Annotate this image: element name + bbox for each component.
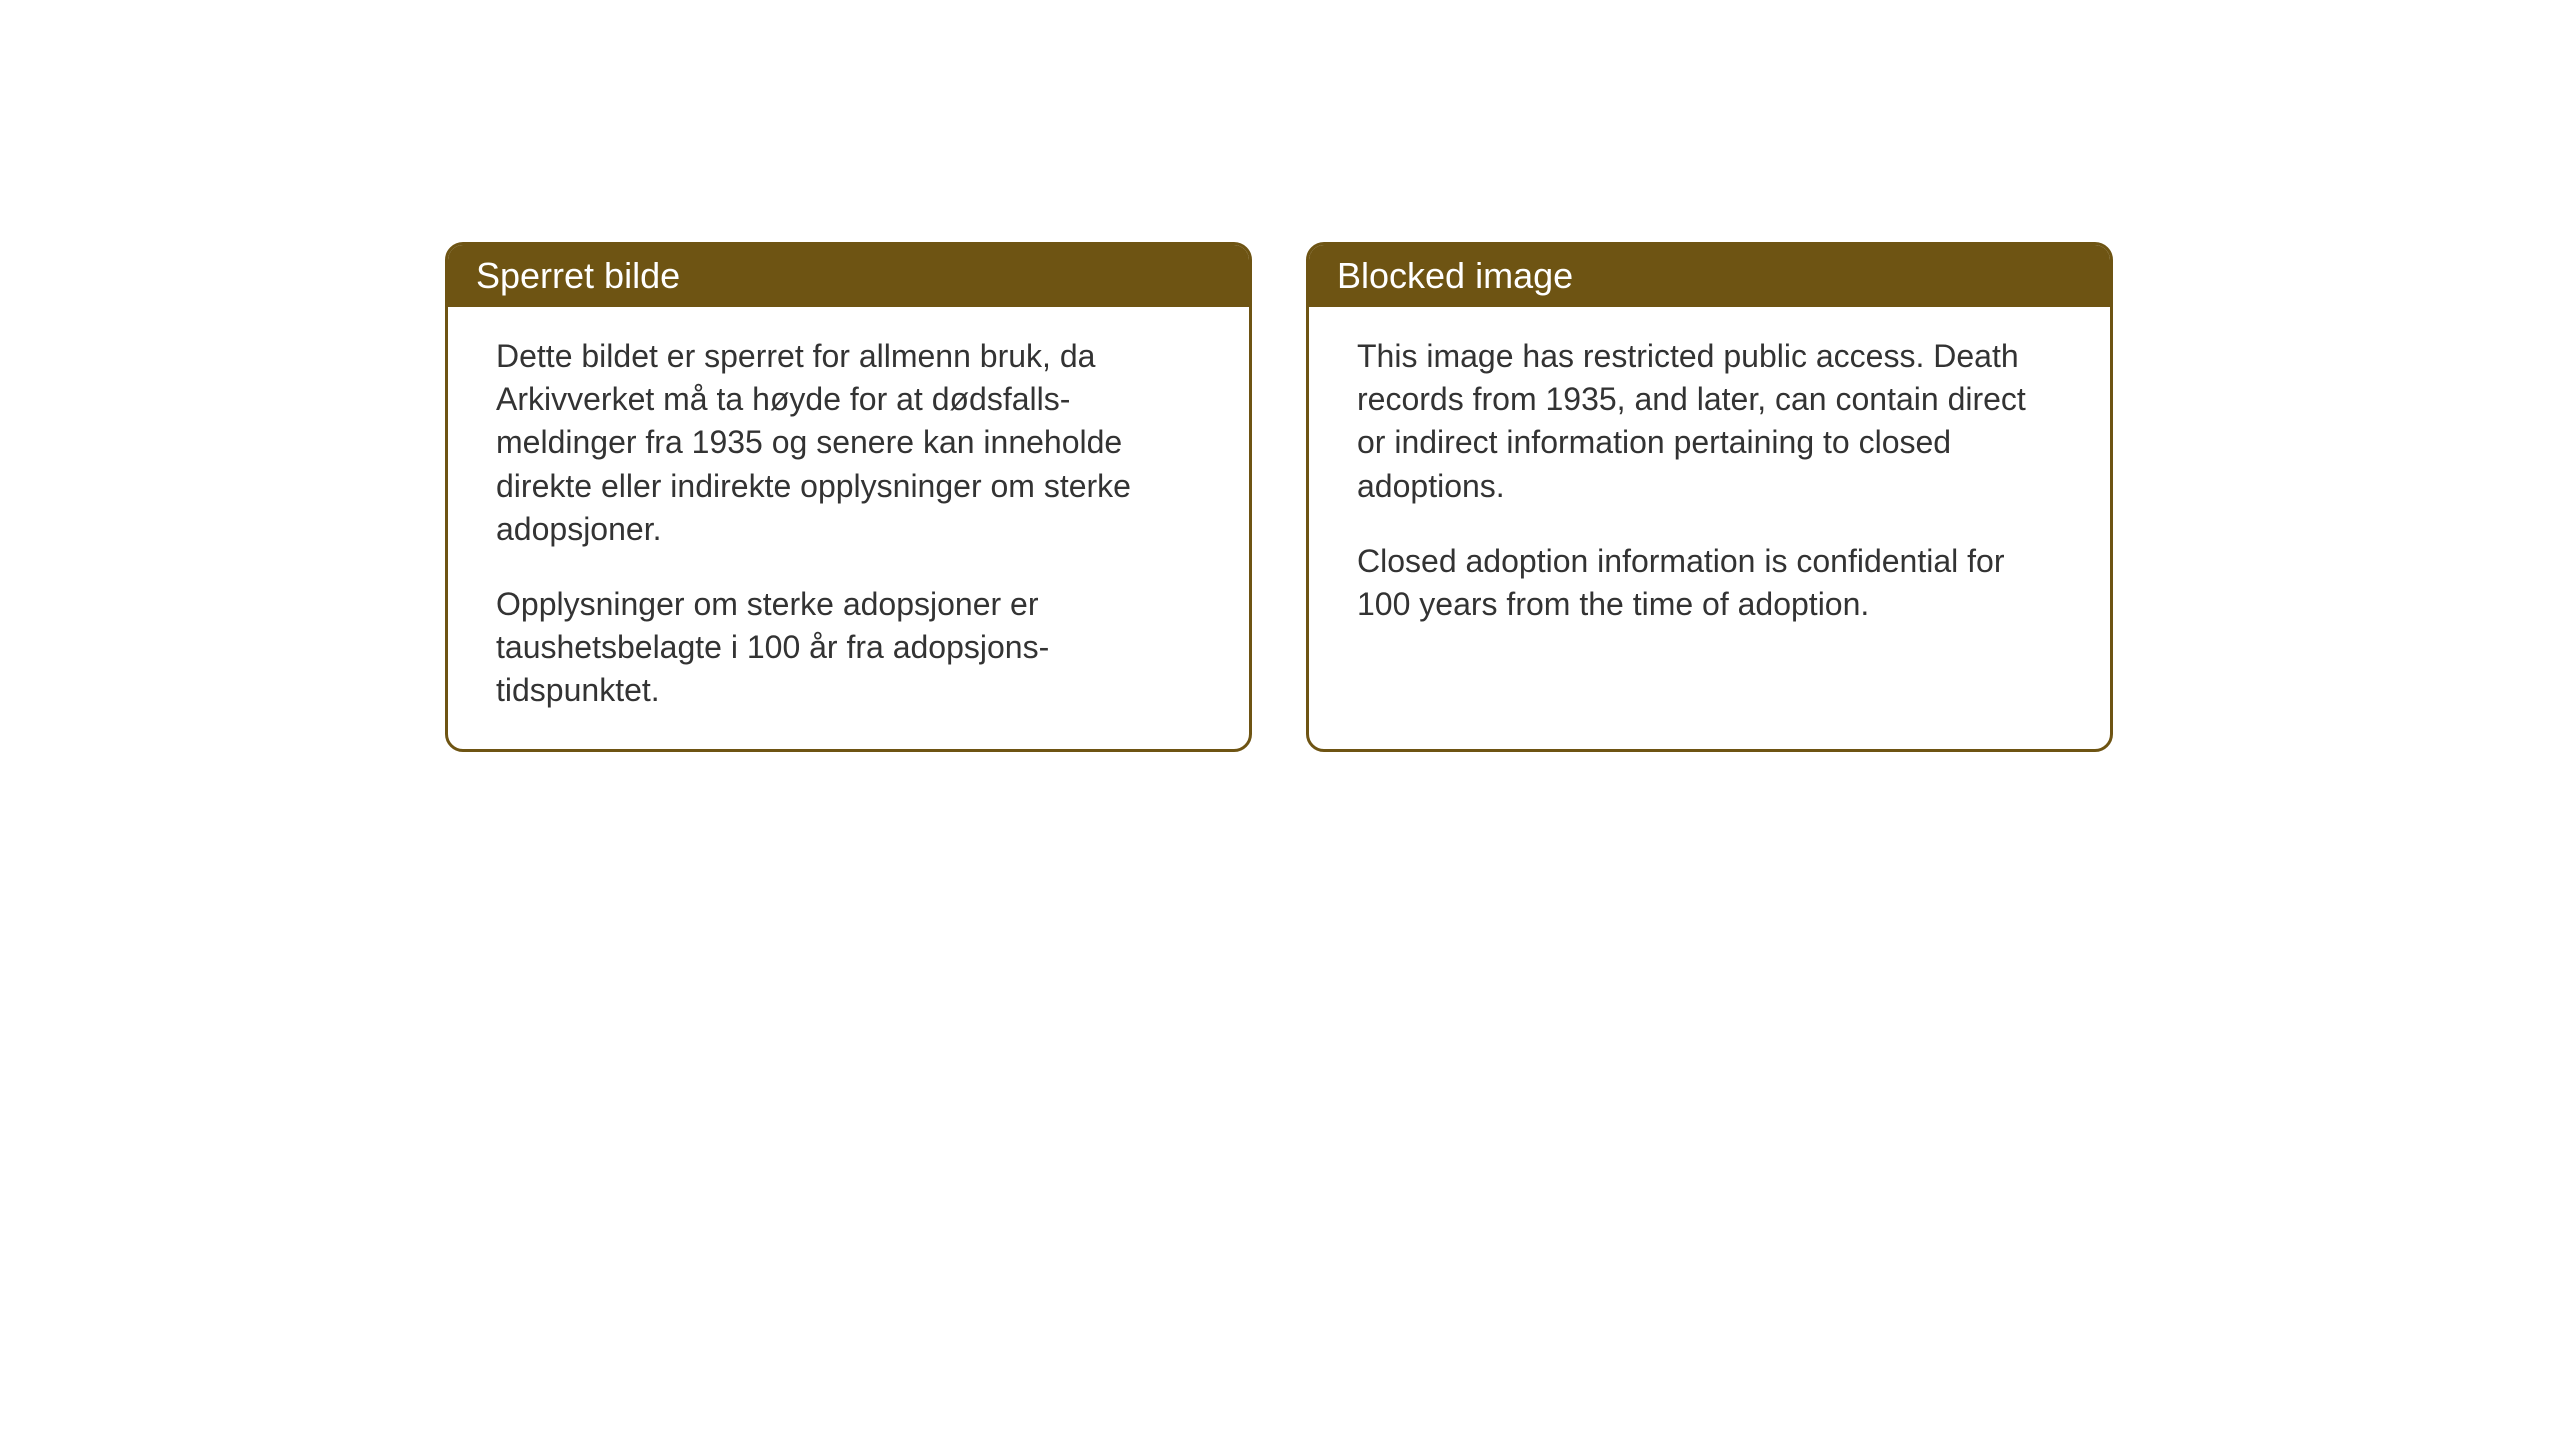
notice-container: Sperret bilde Dette bildet er sperret fo… [445, 242, 2113, 752]
norwegian-notice-card: Sperret bilde Dette bildet er sperret fo… [445, 242, 1252, 752]
english-notice-card: Blocked image This image has restricted … [1306, 242, 2113, 752]
english-title: Blocked image [1337, 255, 1573, 296]
english-paragraph-2: Closed adoption information is confident… [1357, 540, 2062, 626]
english-card-header: Blocked image [1309, 245, 2110, 307]
norwegian-title: Sperret bilde [476, 255, 680, 296]
norwegian-card-header: Sperret bilde [448, 245, 1249, 307]
norwegian-paragraph-1: Dette bildet er sperret for allmenn bruk… [496, 335, 1201, 551]
english-card-body: This image has restricted public access.… [1309, 307, 2110, 747]
english-paragraph-1: This image has restricted public access.… [1357, 335, 2062, 508]
norwegian-paragraph-2: Opplysninger om sterke adopsjoner er tau… [496, 583, 1201, 713]
norwegian-card-body: Dette bildet er sperret for allmenn bruk… [448, 307, 1249, 749]
